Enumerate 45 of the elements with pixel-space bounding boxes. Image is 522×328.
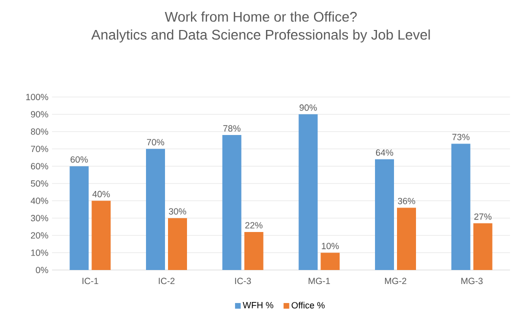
data-label: 73% — [452, 134, 470, 140]
bar — [320, 252, 340, 270]
legend-label: WFH % — [242, 302, 274, 308]
data-label: 27% — [474, 213, 492, 220]
data-label: 60% — [70, 156, 88, 163]
chart-title: Work from Home or the Office? — [164, 12, 357, 22]
x-tick-label: MG-3 — [461, 278, 483, 284]
data-label: 70% — [146, 139, 164, 146]
y-tick-label: 90% — [30, 111, 48, 118]
y-tick-label: 80% — [30, 128, 48, 135]
bar — [473, 223, 492, 270]
bar — [92, 200, 111, 270]
data-label: 40% — [92, 190, 110, 198]
y-tick-label: 0% — [36, 266, 48, 274]
y-tick-label: 60% — [30, 163, 48, 170]
data-label: 64% — [376, 149, 394, 156]
bar — [298, 114, 318, 270]
data-label: 78% — [223, 125, 240, 132]
bar — [70, 166, 89, 270]
x-tick-label: MG-1 — [308, 278, 330, 284]
x-tick-label: MG-2 — [385, 278, 406, 284]
y-tick-label: 10% — [31, 250, 48, 256]
bar — [222, 135, 242, 270]
x-tick-label: IC-1 — [82, 278, 98, 284]
y-tick-label: 70% — [30, 146, 48, 152]
bar — [397, 208, 416, 270]
bar — [375, 159, 394, 270]
y-tick-label: 30% — [30, 214, 48, 222]
bar — [168, 218, 187, 270]
data-label: 22% — [245, 222, 262, 228]
y-tick-label: 50% — [30, 180, 48, 187]
bar — [451, 144, 470, 270]
bar — [244, 232, 264, 270]
y-tick-label: 100% — [26, 94, 48, 100]
data-label: 10% — [322, 242, 339, 250]
data-label: 36% — [398, 198, 416, 204]
x-tick-label: IC-2 — [158, 278, 175, 284]
bar — [146, 148, 165, 270]
data-label: 30% — [168, 208, 186, 215]
data-label: 90% — [300, 104, 317, 111]
y-tick-label: 40% — [30, 198, 48, 204]
x-tick-label: IC-3 — [235, 278, 251, 284]
y-tick-label: 20% — [30, 232, 48, 239]
legend-label: Office % — [292, 302, 325, 308]
chart-subtitle: Analytics and Data Science Professionals by Job Level — [91, 29, 430, 42]
